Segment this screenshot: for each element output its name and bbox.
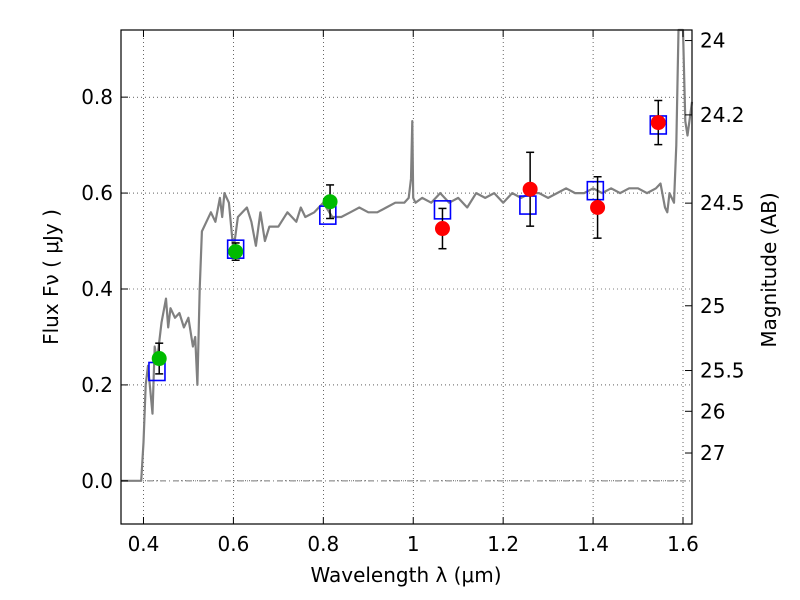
right-axis-title: Magnitude (AB) [757, 192, 781, 347]
right-tick-label: 24 [700, 29, 725, 53]
right-tick-label: 24.5 [700, 191, 745, 215]
x-tick-label: 1.2 [487, 532, 519, 556]
x-tick-label: 1.4 [577, 532, 609, 556]
x-tick-label: 1 [407, 532, 420, 556]
x-tick-label: 1.6 [667, 532, 699, 556]
red-data-point [522, 181, 538, 197]
x-tick-label: 0.6 [217, 532, 249, 556]
y-tick-label: 0.2 [81, 373, 113, 397]
right-tick-label: 27 [700, 441, 725, 465]
right-tick-label: 24.2 [700, 103, 745, 127]
green-data-point [151, 351, 167, 367]
red-data-point [434, 221, 450, 237]
y-axis-title: Flux Fν ( μJy ) [39, 209, 63, 345]
x-tick-label: 0.4 [128, 532, 160, 556]
red-data-point [650, 115, 666, 131]
right-tick-label: 25.5 [700, 359, 745, 383]
y-tick-label: 0.6 [81, 181, 113, 205]
x-ticks: 0.4 0.6 0.8 1 1.2 1.4 1.6 [128, 30, 699, 556]
y-ticks: 0.0 0.2 0.4 0.6 0.8 [81, 85, 128, 493]
green-data-point [322, 194, 338, 210]
right-tick-label: 26 [700, 399, 725, 423]
right-tick-label: 25 [700, 294, 725, 318]
red-data-point [590, 199, 606, 215]
y-tick-label: 0.0 [81, 469, 113, 493]
plot-background [121, 30, 692, 524]
plot-frame [120, 29, 693, 525]
data-points [151, 115, 666, 367]
x-tick-label: 0.8 [307, 532, 339, 556]
model-spectrum-line [121, 28, 694, 482]
right-magnitude-ticks: 24 24.2 24.5 25 25.5 26 27 [685, 29, 745, 465]
green-data-point [228, 244, 244, 260]
model-spectrum [121, 28, 694, 482]
y-tick-label: 0.4 [81, 277, 113, 301]
model-photometry-box [586, 180, 605, 201]
x-axis-title: Wavelength λ (μm) [310, 563, 501, 587]
y-tick-label: 0.8 [81, 85, 113, 109]
